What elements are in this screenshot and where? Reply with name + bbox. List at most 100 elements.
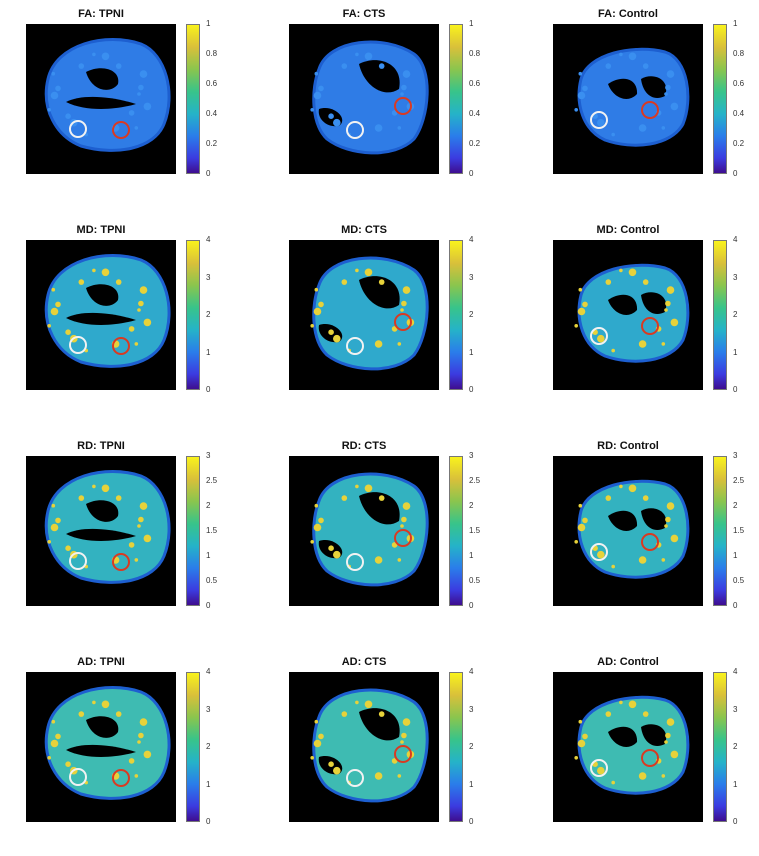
colorbar-tick-label: 0.2 — [469, 139, 481, 148]
colorbar-tick-label: 3 — [469, 704, 474, 714]
colorbar-tick-label: 0.8 — [206, 49, 218, 58]
colorbar-tick-label: 1 — [206, 779, 211, 789]
colorbar — [186, 672, 200, 822]
dti-slice-image — [26, 672, 176, 822]
colorbar-tick-label: 2 — [733, 310, 738, 319]
colorbar-tick-label: 1 — [733, 779, 738, 789]
colorbar — [713, 456, 727, 606]
panel-fa-0: FA: TPNI 1 0.8 0.6 0.4 0.2 0 — [26, 8, 246, 208]
colorbar-tick-label: 0 — [733, 601, 738, 610]
colorbar-tick-label: 1 — [469, 19, 474, 28]
colorbar-tick-label: 2.5 — [469, 476, 481, 485]
panel-fa-1: FA: CTS 1 0.8 0.6 0.4 0.2 0 — [289, 8, 509, 208]
panel-title: AD: Control — [597, 656, 659, 668]
colorbar-tick-label: 1 — [206, 19, 211, 28]
dti-slice-image — [26, 240, 176, 390]
colorbar-tick-label: 0 — [206, 601, 211, 610]
colorbar-tick-label: 0 — [469, 601, 474, 610]
colorbar-tick-label: 4 — [469, 667, 474, 676]
panel-md-2: MD: Control 4 3 2 1 0 — [553, 224, 759, 424]
colorbar-tick-label: 4 — [733, 667, 738, 676]
colorbar-tick-label: 2 — [733, 742, 738, 751]
colorbar-tick-label: 2 — [469, 742, 474, 751]
dti-slice-image — [553, 240, 703, 390]
panel-fa-2: FA: Control 1 0.8 0.6 0.4 0.2 0 — [553, 8, 759, 208]
colorbar-tick-label: 4 — [206, 235, 211, 244]
dti-slice-image — [26, 24, 176, 174]
panel-ad-0: AD: TPNI 4 3 2 1 0 — [26, 656, 246, 856]
colorbar-tick-label: 0 — [469, 817, 474, 826]
panel-rd-2: RD: Control 3 2.5 2 1.5 1 0.5 0 — [553, 440, 759, 640]
colorbar-tick-label: 0.6 — [206, 79, 218, 88]
colorbar-tick-label: 1 — [469, 347, 474, 357]
colorbar-tick-label: 0 — [733, 817, 738, 826]
colorbar — [449, 240, 463, 390]
colorbar-tick-label: 0.5 — [206, 576, 218, 585]
colorbar-tick-label: 3 — [733, 272, 738, 282]
colorbar-tick-label: 2 — [206, 310, 211, 319]
colorbar-tick-label: 0.2 — [206, 139, 218, 148]
colorbar — [449, 24, 463, 174]
panel-md-1: MD: CTS 4 3 2 1 0 — [289, 224, 509, 424]
colorbar-tick-label: 2 — [206, 742, 211, 751]
colorbar-tick-label: 0.8 — [469, 49, 481, 58]
colorbar-tick-label: 2 — [469, 501, 474, 510]
colorbar-tick-label: 2 — [733, 501, 738, 510]
panel-rd-1: RD: CTS 3 2.5 2 1.5 1 0.5 0 — [289, 440, 509, 640]
dti-slice-image — [553, 672, 703, 822]
colorbar-tick-label: 2 — [469, 310, 474, 319]
colorbar-tick-label: 4 — [733, 235, 738, 244]
panel-title: FA: CTS — [342, 8, 386, 20]
colorbar-tick-label: 4 — [469, 235, 474, 244]
colorbar-tick-label: 0.6 — [733, 79, 745, 88]
colorbar-tick-label: 3 — [469, 451, 474, 460]
colorbar-tick-label: 0.8 — [733, 49, 745, 58]
colorbar-tick-label: 2.5 — [206, 476, 218, 485]
panel-ad-1: AD: CTS 4 3 2 1 0 — [289, 656, 509, 856]
colorbar-tick-label: 1.5 — [733, 526, 745, 535]
colorbar — [186, 24, 200, 174]
panel-title: AD: CTS — [341, 656, 387, 668]
panel-title: MD: CTS — [341, 224, 387, 236]
colorbar-tick-label: 1 — [733, 347, 738, 357]
colorbar-tick-label: 0.4 — [733, 109, 745, 118]
colorbar-tick-label: 3 — [206, 704, 211, 714]
panel-title: FA: TPNI — [78, 8, 124, 20]
colorbar-tick-label: 0 — [206, 169, 211, 178]
colorbar-tick-label: 0.2 — [733, 139, 745, 148]
dti-slice-image — [289, 24, 439, 174]
colorbar-tick-label: 0 — [469, 169, 474, 178]
dti-slice-image — [553, 456, 703, 606]
panel-title: MD: Control — [596, 224, 660, 236]
colorbar-tick-label: 1 — [469, 779, 474, 789]
colorbar-tick-label: 3 — [733, 704, 738, 714]
panel-title: RD: Control — [597, 440, 659, 452]
colorbar-tick-label: 3 — [206, 451, 211, 460]
colorbar-tick-label: 0.5 — [733, 576, 745, 585]
colorbar-tick-label: 0.4 — [469, 109, 481, 118]
colorbar-tick-label: 3 — [206, 272, 211, 282]
colorbar-tick-label: 1 — [733, 19, 738, 28]
colorbar-tick-label: 0 — [733, 169, 738, 178]
colorbar-tick-label: 1 — [469, 551, 474, 560]
colorbar-tick-label: 0 — [469, 385, 474, 394]
colorbar — [713, 24, 727, 174]
colorbar — [713, 240, 727, 390]
colorbar-tick-label: 1 — [733, 551, 738, 560]
panel-title: RD: CTS — [341, 440, 387, 452]
colorbar — [186, 240, 200, 390]
colorbar-tick-label: 0 — [733, 385, 738, 394]
colorbar-tick-label: 2 — [206, 501, 211, 510]
panel-rd-0: RD: TPNI 3 2.5 2 1.5 1 0.5 0 — [26, 440, 246, 640]
panel-title: RD: TPNI — [77, 440, 125, 452]
colorbar-tick-label: 1 — [206, 347, 211, 357]
dti-slice-image — [26, 456, 176, 606]
colorbar — [186, 456, 200, 606]
colorbar-tick-label: 0 — [206, 817, 211, 826]
dti-slice-image — [553, 24, 703, 174]
colorbar-tick-label: 3 — [733, 451, 738, 460]
colorbar-tick-label: 2.5 — [733, 476, 745, 485]
colorbar-tick-label: 1.5 — [206, 526, 218, 535]
colorbar — [449, 456, 463, 606]
colorbar-tick-label: 0.6 — [469, 79, 481, 88]
